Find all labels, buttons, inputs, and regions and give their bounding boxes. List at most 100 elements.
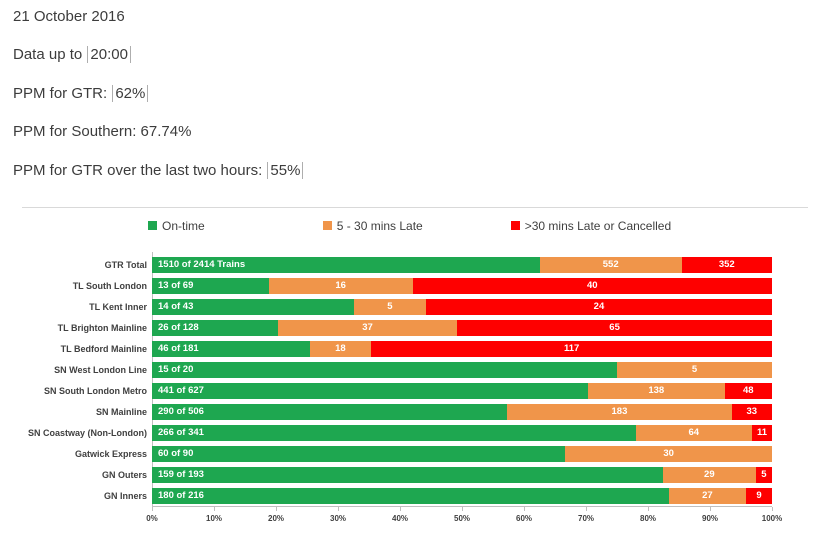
x-axis-tick-label: 60% — [515, 514, 533, 523]
chart-row: TL South London 13 of 69 16 40 — [22, 275, 772, 296]
row-bars: 180 of 216 27 9 — [152, 487, 772, 504]
chart-row: GN Inners 180 of 216 27 9 — [22, 485, 772, 506]
bar-segment-late-30-or-cancelled: 9 — [746, 487, 772, 504]
row-bars: 441 of 627 138 48 — [152, 382, 772, 399]
bar-segment-on-time: 46 of 181 — [152, 340, 310, 357]
bar-segment-late-5-30: 5 — [353, 298, 426, 315]
legend-item-late-30-or-cancelled: >30 mins Late or Cancelled — [510, 218, 672, 233]
bar-segment-late-5-30: 5 — [617, 361, 772, 378]
field-value: 62% — [112, 84, 149, 102]
chart-row: TL Kent Inner 14 of 43 5 24 — [22, 296, 772, 317]
row-bars: 60 of 90 30 — [152, 445, 772, 462]
x-axis-tick — [276, 507, 277, 511]
bar-segment-late-30-or-cancelled: 24 — [425, 298, 772, 315]
row-label: TL Kent Inner — [89, 301, 147, 312]
chart-row: TL Brighton Mainline 26 of 128 37 65 — [22, 317, 772, 338]
x-axis-tick-label: 100% — [761, 514, 783, 523]
legend-swatch-icon — [322, 221, 332, 230]
bar-segment-late-5-30: 16 — [268, 277, 413, 294]
row-bars: 46 of 181 18 117 — [152, 340, 772, 357]
bar-segment-late-5-30: 64 — [635, 424, 752, 441]
bar-segment-late-5-30: 37 — [277, 319, 458, 336]
x-axis-tick — [152, 507, 153, 511]
x-axis-tick-label: 30% — [329, 514, 347, 523]
bar-segment-on-time: 14 of 43 — [152, 298, 354, 315]
chart-rows: GTR Total 1510 of 2414 Trains 552 352 TL Sou… — [22, 252, 772, 506]
x-axis-tick — [400, 507, 401, 511]
field-value: 55% — [267, 161, 304, 179]
x-axis-tick — [710, 507, 711, 511]
report-header: 21 October 2016 Data up to 20:00 PPM for G… — [13, 0, 304, 190]
x-axis-tick-label: 0% — [146, 514, 158, 523]
header-line: PPM for GTR over the last two hours: 55% — [13, 151, 304, 190]
bar-segment-on-time: 159 of 193 — [152, 466, 663, 483]
row-label: SN Coastway (Non-London) — [28, 427, 147, 438]
row-bars: 266 of 341 64 11 — [152, 424, 772, 441]
bar-segment-on-time: 60 of 90 — [152, 445, 566, 462]
row-label: GN Outers — [101, 469, 147, 480]
x-axis-tick-label: 40% — [391, 514, 409, 523]
header-text: Data up to — [13, 46, 87, 64]
bar-segment-late-30-or-cancelled: 65 — [457, 319, 772, 336]
bar-segment-on-time: 290 of 506 — [152, 403, 508, 420]
bar-segment-late-30-or-cancelled: 40 — [412, 277, 772, 294]
header-line: Data up to 20:00 — [13, 36, 303, 75]
x-axis-tick — [586, 507, 587, 511]
bar-segment-on-time: 441 of 627 — [152, 382, 589, 399]
row-label: SN Mainline — [95, 406, 147, 417]
header-line: PPM for Southern: 67.74% — [13, 113, 303, 152]
bar-segment-on-time: 26 of 128 — [152, 319, 278, 336]
bar-segment-on-time: 15 of 20 — [152, 361, 617, 378]
legend-swatch-icon — [148, 221, 157, 230]
legend-label: 5 - 30 mins Late — [336, 218, 423, 233]
x-axis-tick — [462, 507, 463, 511]
chart-row: SN South London Metro 441 of 627 138 48 — [22, 380, 772, 401]
row-bars: 14 of 43 5 24 — [152, 298, 772, 315]
bar-segment-on-time: 266 of 341 — [152, 424, 636, 441]
row-bars: 290 of 506 183 33 — [152, 403, 772, 420]
chart-row: SN Coastway (Non-London) 266 of 341 64 11 — [22, 422, 772, 443]
chart-legend: On-time 5 - 30 mins Late >30 mins Late or … — [22, 218, 808, 233]
x-axis-tick — [524, 507, 525, 511]
row-label: GTR Total — [104, 259, 147, 270]
bar-segment-late-5-30: 552 — [539, 256, 682, 273]
field-value: 20:00 — [87, 46, 131, 64]
legend-label: On-time — [162, 218, 205, 233]
x-axis: 0% 10% 20% 30% 40% 50% 60% 70% 80% 90% 100% — [146, 506, 782, 530]
bar-segment-late-30-or-cancelled: 11 — [751, 424, 772, 441]
header-line: PPM for GTR: 62% — [13, 74, 303, 113]
bar-segment-late-30-or-cancelled: 352 — [681, 256, 772, 273]
chart-row: Gatwick Express 60 of 90 30 — [22, 443, 772, 464]
chart-row: SN Mainline 290 of 506 183 33 — [22, 401, 772, 422]
chart-row: GN Outers 159 of 193 29 5 — [22, 464, 772, 485]
x-axis-tick-label: 20% — [267, 514, 285, 523]
bar-segment-late-30-or-cancelled: 48 — [724, 382, 772, 399]
bar-segment-late-5-30: 27 — [668, 487, 747, 504]
x-axis-tick — [338, 507, 339, 511]
row-bars: 26 of 128 37 65 — [152, 319, 772, 336]
row-bars: 15 of 20 5 — [152, 361, 772, 378]
row-label: SN West London Line — [54, 364, 147, 375]
ppm-stacked-bar-chart: On-time 5 - 30 mins Late >30 mins Late or … — [22, 207, 808, 540]
bar-segment-late-5-30: 29 — [662, 466, 756, 483]
row-bars: 13 of 69 16 40 — [152, 277, 772, 294]
x-axis-line — [152, 506, 772, 507]
header-text: PPM for GTR: — [13, 84, 112, 102]
legend-item-late-5-30: 5 - 30 mins Late — [322, 218, 423, 233]
row-label: TL Bedford Mainline — [60, 343, 147, 354]
x-axis-tick-label: 70% — [577, 514, 595, 523]
bar-segment-late-5-30: 183 — [507, 403, 732, 420]
chart-row: GTR Total 1510 of 2414 Trains 552 352 — [22, 254, 772, 275]
header-text: 21 October 2016 — [13, 7, 125, 25]
x-axis-tick — [772, 507, 773, 511]
x-axis-tick-label: 90% — [701, 514, 719, 523]
row-bars: 159 of 193 29 5 — [152, 466, 772, 483]
header-text: PPM for GTR over the last two hours: — [13, 161, 267, 179]
legend-label: >30 mins Late or Cancelled — [524, 218, 672, 233]
bar-segment-late-5-30: 18 — [309, 340, 372, 357]
bar-segment-late-30-or-cancelled: 117 — [371, 340, 772, 357]
bar-segment-on-time: 13 of 69 — [152, 277, 269, 294]
row-bars: 1510 of 2414 Trains 552 352 — [152, 256, 772, 273]
bar-segment-on-time: 180 of 216 — [152, 487, 669, 504]
